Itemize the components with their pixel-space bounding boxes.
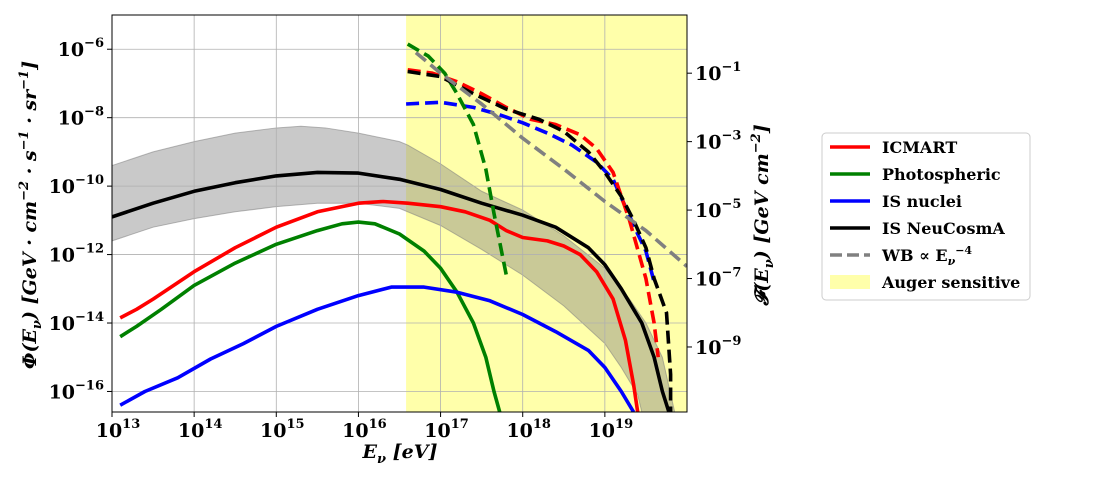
x-tick-label-14: 1014 xyxy=(178,417,223,442)
y-left-tick-label--12: 10−12 xyxy=(49,242,104,267)
band-is-neucosma-uncertainty xyxy=(111,125,676,413)
series-is-neucosma-dashed xyxy=(407,69,673,412)
y-right-tick-label--7: 10−7 xyxy=(695,266,741,291)
y-right-tick-label--9: 10−9 xyxy=(695,334,741,359)
series-icmart xyxy=(119,199,640,412)
series-photospheric xyxy=(119,220,502,412)
y-right-tick-label--1: 10−1 xyxy=(695,60,741,85)
x-axis-label: Eν [eV] xyxy=(362,441,438,467)
y-right-tick-label--3: 10−3 xyxy=(695,129,741,154)
series-icmart-dashed xyxy=(407,68,660,358)
legend-label-photospheric: Photospheric xyxy=(882,165,1001,184)
y-left-tick-label--10: 10−10 xyxy=(49,173,104,198)
series-lines xyxy=(112,42,687,412)
legend-label-auger-sensitive: Auger sensitive xyxy=(881,273,1020,292)
x-axis-ticks: 1013 1014 1015 1016 1017 1018 1019 xyxy=(96,412,633,442)
series-is-neucosma xyxy=(112,170,671,412)
y-right-axis-label: 𝓕(Eν) [GeV cm−2] xyxy=(749,124,777,306)
series-wb-e-4 xyxy=(414,51,687,268)
x-tick-label-16: 1016 xyxy=(342,417,387,442)
x-tick-label-13: 1013 xyxy=(96,417,141,442)
legend-swatch-auger-sensitive xyxy=(830,275,870,289)
uncertainty-bands xyxy=(111,125,676,413)
y-left-axis-label: Φ(Eν) [GeV · cm−2 · s−1 · sr−1] xyxy=(17,61,45,369)
legend-label-is-nuclei: IS nuclei xyxy=(882,192,962,211)
y-left-tick-label--14: 10−14 xyxy=(49,310,104,335)
y-left-axis-ticks: 10−6 10−8 10−10 10−12 10−14 10−16 xyxy=(49,36,112,403)
series-photospheric-dashed xyxy=(406,42,509,276)
y-left-tick-label--6: 10−6 xyxy=(58,36,104,61)
legend-label-icmart: ICMART xyxy=(882,138,957,157)
y-left-tick-label--8: 10−8 xyxy=(58,105,104,130)
y-right-tick-label--5: 10−5 xyxy=(695,197,741,222)
legend-box xyxy=(821,132,1031,301)
x-tick-label-17: 1017 xyxy=(424,417,469,442)
series-is-nuclei-dashed xyxy=(406,100,656,283)
y-left-tick-label--16: 10−16 xyxy=(49,378,104,403)
plot-frame xyxy=(111,14,688,413)
x-tick-label-18: 1018 xyxy=(506,417,551,442)
series-is-nuclei xyxy=(119,285,636,412)
legend-label-is-neucosma: IS NeuCosmA xyxy=(882,219,1005,238)
x-tick-label-19: 1019 xyxy=(589,417,634,442)
y-right-axis-ticks: 10−1 10−3 10−5 10−7 10−9 xyxy=(687,60,741,359)
x-tick-label-15: 1015 xyxy=(260,417,305,442)
